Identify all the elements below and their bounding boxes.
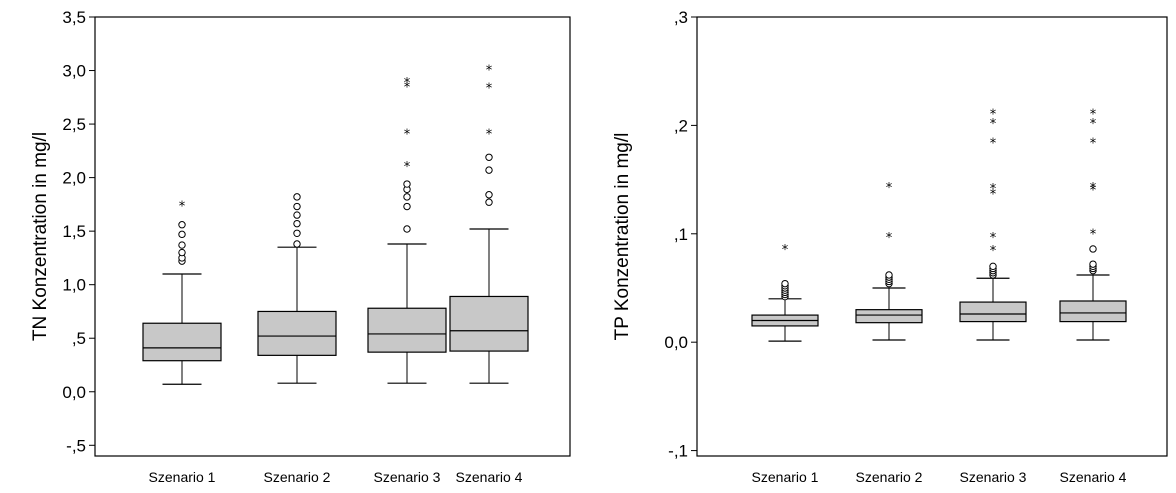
x-category-label: Szenario 2 [264,469,331,485]
extreme-point: * [1090,228,1097,243]
y-tick-label: 1,5 [62,222,86,241]
extreme-point: * [990,117,997,132]
outlier-point [781,279,789,288]
extreme-point: * [486,63,493,78]
extreme-point: * [179,199,186,214]
outlier-point [293,240,301,248]
x-category-label: Szenario 1 [149,469,216,485]
extreme-point: * [990,182,997,197]
y-tick-label: 2,5 [62,115,86,134]
extreme-point: * [1090,181,1097,196]
extreme-point: * [404,76,411,91]
outlier-point [293,202,301,211]
box-iqr [142,322,222,362]
outlier-point [178,248,186,257]
extreme-point: * [886,231,893,246]
outlier-point [293,211,301,219]
extreme-point: * [990,107,997,122]
box-iqr [367,307,447,353]
outlier-point [485,198,493,206]
outlier-point [293,193,301,201]
outlier-point [403,202,411,211]
box-iqr [855,309,923,324]
box-iqr [449,295,529,352]
extreme-point: * [886,181,893,196]
x-category-label: Szenario 3 [960,469,1027,485]
extreme-point: * [404,81,411,96]
outlier-point [293,229,301,237]
box-2: ** [855,181,923,341]
y-tick-label: 3,5 [62,8,86,27]
box-4: * * * [449,63,529,384]
chart-panel-1: -,5 0,0 ,5 1,0 1,5 2,0 2,5 3,0 3,5 TN Konzentrati… [30,8,571,485]
extreme-point: * [404,160,411,175]
extreme-point: * [1090,117,1097,132]
extreme-point: * [1090,137,1097,152]
outlier-point [403,225,411,233]
extreme-point: * [404,128,411,143]
x-category-label: Szenario 2 [856,469,923,485]
y-tick-label: ,5 [72,329,86,348]
x-category-label: Szenario 4 [456,469,523,485]
outlier-point [1089,245,1097,253]
box-3: **** [367,76,447,384]
outlier-point [178,221,186,229]
plot-frame [696,16,1168,457]
box-3: ******* [959,107,1027,341]
extreme-point: * [1090,107,1097,122]
y-tick-label: 3,0 [62,62,86,81]
outlier-point [485,166,493,174]
extreme-point: * [990,244,997,259]
box-2 [257,193,337,384]
extreme-point: * [990,188,997,203]
x-category-label: Szenario 1 [752,469,819,485]
box-1: * [751,243,819,342]
x-category-label: Szenario 4 [1060,469,1127,485]
extreme-point: * [990,137,997,152]
y-tick-label: 0,0 [62,383,86,402]
y-tick-label: ,2 [674,116,688,135]
extreme-point: * [486,82,493,97]
y-tick-label: -,5 [66,436,86,455]
box-1: * [142,199,222,385]
extreme-point: * [782,243,789,258]
y-tick-label: ,3 [674,8,688,27]
box-iqr [257,310,337,356]
outlier-point [1089,260,1097,268]
chart-panel-2: -,1 0,0 ,1 ,2 ,3 TP Konzentration in mg/l * Sze… [612,8,1168,485]
extreme-point: * [990,231,997,246]
box-iqr [1059,300,1127,323]
outlier-point [885,271,893,279]
outlier-point [403,180,411,188]
x-category-label: Szenario 3 [374,469,441,485]
outlier-point [178,230,186,239]
extreme-point: * [1090,183,1097,198]
outlier-point [485,191,493,199]
box-4: ****** [1059,107,1127,341]
y-tick-label: ,1 [674,225,688,244]
plot-frame [94,16,571,457]
outlier-point [293,219,301,228]
outlier-point [989,262,997,271]
y-axis-title: TN Konzentration in mg/l [30,132,51,341]
outlier-point [178,241,186,249]
y-tick-label: -,1 [668,442,688,461]
outlier-point [403,193,411,201]
extreme-point: * [486,128,493,143]
y-axis-title: TP Konzentration in mg/l [612,133,633,341]
box-iqr [959,301,1027,323]
outlier-point [485,153,493,161]
y-tick-label: 0,0 [664,333,688,352]
y-tick-label: 2,0 [62,169,86,188]
y-tick-label: 1,0 [62,276,86,295]
